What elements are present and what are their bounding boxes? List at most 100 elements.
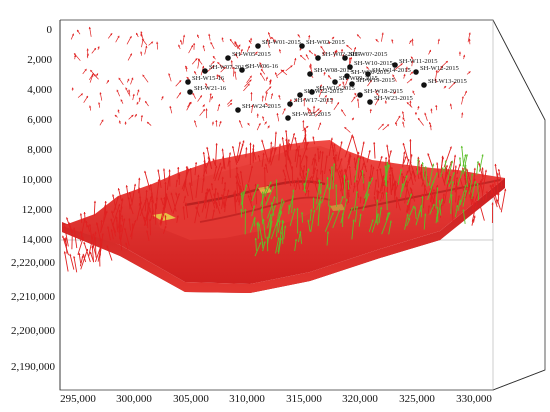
vector-arrow — [276, 113, 280, 122]
vector-arrow — [395, 122, 398, 127]
vector-arrow — [257, 155, 261, 162]
vector-arrow-green — [384, 161, 389, 183]
vector-arrow — [239, 170, 244, 191]
vector-arrow — [461, 96, 464, 105]
vector-arrow — [130, 219, 137, 238]
well-label: SH-W18-2015 — [364, 88, 404, 95]
well-marker: SH-W15-16 — [185, 75, 225, 85]
vector-arrow — [411, 60, 414, 67]
vector-arrow — [301, 165, 306, 185]
vector-arrow — [359, 169, 363, 177]
vector-arrow — [468, 38, 471, 45]
northing-tick: 2,210,000 — [11, 291, 56, 303]
vector-arrow — [305, 156, 309, 172]
vector-arrow — [333, 101, 340, 111]
vector-arrow-green — [283, 225, 287, 240]
vector-arrow — [89, 74, 94, 83]
vector-arrow — [260, 68, 266, 75]
vector-arrow — [156, 179, 160, 202]
well-label: SH-W17-2015 — [294, 97, 334, 104]
vector-arrow-green — [464, 164, 468, 188]
easting-tick: 295,000 — [60, 393, 96, 405]
vector-arrow — [79, 213, 83, 224]
vector-arrow — [406, 102, 413, 108]
vector-arrow — [485, 191, 488, 203]
well-marker: SH-W12-2015 — [413, 65, 460, 75]
well-marker: SH-W01-2015 — [255, 39, 302, 49]
vector-arrow — [295, 181, 298, 191]
vector-arrow — [316, 177, 319, 184]
vector-arrow-green — [251, 184, 259, 202]
vector-arrow-green — [300, 212, 304, 223]
vector-arrow — [338, 158, 343, 170]
vector-arrow — [489, 184, 498, 208]
vector-arrow — [157, 169, 162, 189]
vector-arrow — [128, 89, 131, 97]
vector-arrow — [470, 196, 475, 205]
vector-arrow — [169, 105, 173, 114]
vector-arrow — [384, 157, 388, 167]
vector-arrow — [348, 57, 351, 66]
vector-arrow-green — [340, 198, 348, 224]
vector-arrow — [128, 114, 134, 120]
vector-arrow — [394, 63, 403, 70]
vector-arrow — [124, 121, 127, 125]
vector-arrow — [417, 105, 420, 110]
vector-arrow — [327, 75, 332, 80]
vector-arrow — [409, 161, 417, 178]
well-marker: SH-W20-2015 — [344, 69, 391, 79]
vector-arrow — [112, 203, 121, 226]
vector-arrow — [321, 170, 324, 182]
vector-arrow — [199, 108, 206, 116]
vector-arrow-green — [429, 203, 435, 215]
vector-arrow-green — [399, 183, 404, 198]
vector-arrow — [239, 120, 243, 128]
vector-arrow — [240, 48, 243, 56]
vector-arrow — [452, 154, 457, 172]
well-label: SH-W25-2015 — [292, 111, 332, 118]
vector-arrow — [159, 206, 165, 224]
vector-arrow — [494, 163, 498, 180]
well-label: SH-W24-2015 — [242, 103, 282, 110]
vector-arrow — [221, 37, 224, 43]
vector-arrow — [128, 218, 132, 231]
vector-arrow — [344, 168, 348, 179]
vector-arrow — [100, 233, 104, 251]
vector-arrow — [69, 253, 75, 270]
reservoir-highlight-3 — [330, 204, 345, 211]
vector-arrow-green — [310, 209, 316, 232]
vector-arrow — [338, 83, 341, 87]
vector-arrow-green — [406, 193, 413, 205]
vector-arrow — [186, 101, 192, 111]
vector-arrow — [254, 51, 258, 56]
vector-arrow — [435, 69, 438, 79]
well-marker: SH-W25-2015 — [285, 111, 332, 121]
vector-arrow — [127, 53, 133, 61]
vector-arrow — [94, 237, 97, 258]
vector-arrow — [221, 148, 226, 170]
vector-arrow — [88, 105, 92, 111]
vector-arrow — [106, 245, 113, 261]
vector-arrow — [217, 166, 223, 181]
vector-arrow — [204, 189, 210, 201]
vector-arrow — [176, 92, 182, 99]
vector-arrow — [111, 210, 114, 218]
vector-arrow — [210, 41, 215, 50]
vector-arrow — [162, 225, 167, 234]
vector-arrow — [414, 112, 418, 116]
well-marker: SH-W24-2015 — [235, 103, 282, 113]
vector-arrow — [120, 214, 124, 222]
vector-arrow — [197, 58, 201, 69]
vector-arrow — [135, 32, 139, 38]
vector-arrow — [401, 111, 405, 118]
vector-arrow — [341, 109, 346, 117]
vector-arrow — [140, 31, 144, 39]
reservoir-highlight — [152, 213, 176, 221]
vector-arrow-green — [457, 199, 462, 211]
vector-arrow — [296, 177, 301, 190]
vector-arrow-green — [335, 184, 338, 207]
vector-arrow — [124, 227, 130, 246]
vector-arrow — [97, 46, 100, 50]
vector-arrow — [207, 156, 212, 169]
